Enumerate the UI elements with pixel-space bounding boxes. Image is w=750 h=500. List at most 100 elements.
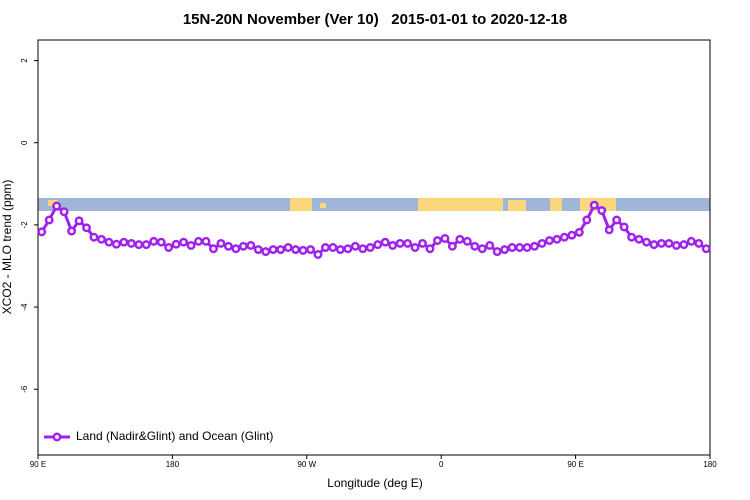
data-point bbox=[52, 201, 62, 211]
data-point bbox=[149, 236, 159, 246]
data-point bbox=[97, 234, 106, 244]
data-point bbox=[276, 245, 286, 255]
data-point bbox=[291, 245, 301, 255]
data-point bbox=[82, 223, 91, 233]
data-point bbox=[552, 234, 562, 244]
legend-label: Land (Nadir&Glint) and Ocean (Glint) bbox=[76, 429, 273, 443]
data-point bbox=[283, 243, 293, 252]
data-point bbox=[179, 237, 189, 247]
data-point bbox=[119, 237, 129, 247]
data-point bbox=[686, 236, 696, 246]
data-point bbox=[545, 236, 554, 245]
data-point bbox=[388, 240, 398, 250]
data-point bbox=[671, 240, 681, 250]
data-point bbox=[156, 237, 166, 247]
data-point bbox=[522, 243, 532, 252]
data-point bbox=[321, 243, 330, 252]
data-point bbox=[612, 215, 622, 225]
data-point bbox=[380, 237, 390, 247]
data-point bbox=[582, 215, 592, 225]
y-axis-label: XCO2 - MLO trend (ppm) bbox=[0, 180, 14, 315]
data-point bbox=[627, 232, 637, 242]
y-tick-label: -2 bbox=[20, 221, 29, 229]
data-point bbox=[470, 241, 480, 251]
data-point bbox=[410, 243, 420, 252]
map-strip bbox=[38, 198, 710, 211]
x-tick-label: 90 E bbox=[567, 460, 583, 469]
data-point bbox=[403, 238, 413, 248]
data-point bbox=[134, 240, 144, 250]
data-point bbox=[507, 243, 517, 252]
x-tick-label: 0 bbox=[439, 460, 444, 469]
data-point bbox=[216, 238, 226, 248]
data-point bbox=[433, 236, 442, 245]
data-point bbox=[485, 240, 495, 250]
data-point bbox=[358, 244, 368, 254]
data-point bbox=[634, 234, 644, 244]
legend-marker bbox=[52, 432, 62, 442]
data-point bbox=[425, 244, 435, 254]
x-tick-label: 90 E bbox=[30, 460, 46, 469]
data-point bbox=[477, 244, 487, 254]
x-axis-label: Longitude (deg E) bbox=[327, 476, 422, 490]
data-point bbox=[574, 227, 584, 237]
y-tick-label: 0 bbox=[20, 140, 29, 145]
data-point bbox=[515, 243, 525, 252]
data-point bbox=[171, 239, 181, 249]
data-point bbox=[395, 238, 405, 248]
data-point bbox=[201, 236, 211, 246]
data-point bbox=[44, 215, 54, 225]
data-point bbox=[619, 222, 629, 232]
data-point bbox=[589, 200, 599, 210]
data-point bbox=[223, 241, 233, 251]
data-point bbox=[246, 240, 256, 250]
data-point bbox=[418, 238, 427, 248]
data-point bbox=[59, 207, 69, 217]
data-point bbox=[657, 238, 666, 248]
x-tick-label: 180 bbox=[703, 460, 717, 469]
data-point bbox=[462, 236, 472, 246]
data-point bbox=[186, 240, 196, 250]
data-point bbox=[89, 232, 99, 242]
data-point bbox=[567, 230, 577, 240]
data-point bbox=[328, 243, 338, 252]
y-tick-label: -4 bbox=[20, 303, 29, 311]
data-point bbox=[537, 238, 547, 248]
data-point bbox=[373, 240, 383, 250]
data-point bbox=[37, 227, 47, 237]
data-point bbox=[679, 240, 689, 250]
data-point bbox=[350, 241, 360, 251]
data-point bbox=[492, 247, 502, 257]
data-point bbox=[268, 245, 278, 255]
data-point bbox=[604, 225, 614, 235]
x-tick-label: 180 bbox=[166, 460, 180, 469]
data-point bbox=[74, 216, 84, 226]
data-point bbox=[231, 244, 241, 254]
data-point bbox=[343, 244, 353, 254]
data-point bbox=[111, 239, 121, 249]
data-point bbox=[597, 206, 607, 215]
y-tick-label: -6 bbox=[20, 385, 29, 393]
data-point bbox=[642, 237, 651, 247]
data-point bbox=[313, 250, 323, 259]
data-point bbox=[649, 240, 659, 250]
data-point bbox=[67, 226, 77, 236]
data-point bbox=[447, 241, 457, 251]
data-point bbox=[530, 241, 539, 251]
data-point bbox=[104, 237, 114, 247]
data-point bbox=[440, 234, 450, 243]
x-tick-label: 90 W bbox=[297, 460, 316, 469]
chart-title: 15N-20N November (Ver 10) 2015-01-01 to … bbox=[183, 11, 567, 28]
data-point bbox=[694, 238, 704, 248]
data-point bbox=[126, 238, 136, 248]
data-point bbox=[365, 243, 375, 252]
data-point bbox=[209, 244, 218, 254]
data-point bbox=[701, 244, 711, 254]
data-point bbox=[664, 238, 674, 248]
data-point bbox=[335, 245, 345, 255]
data-point bbox=[238, 241, 248, 251]
data-point bbox=[298, 245, 308, 255]
data-point bbox=[141, 240, 151, 250]
